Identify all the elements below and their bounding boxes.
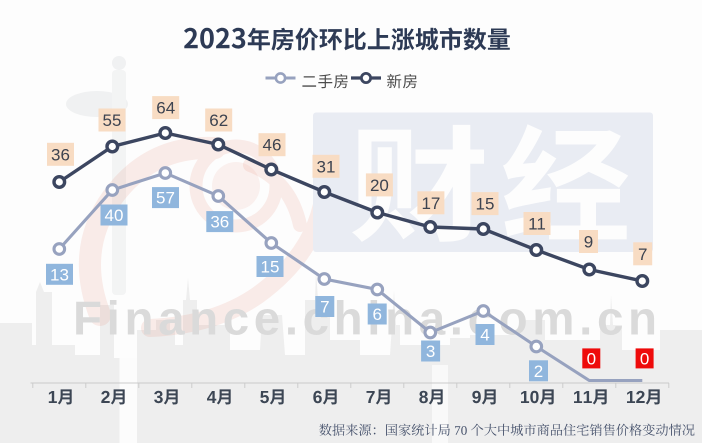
svg-text:15: 15 (261, 258, 280, 277)
svg-text:20: 20 (370, 176, 389, 195)
svg-text:6: 6 (372, 305, 381, 324)
svg-text:7: 7 (638, 245, 647, 264)
svg-text:9: 9 (584, 233, 593, 252)
svg-text:36: 36 (51, 145, 70, 164)
svg-text:2: 2 (534, 362, 543, 381)
svg-text:13: 13 (50, 265, 69, 284)
svg-text:7: 7 (320, 298, 329, 317)
svg-text:11: 11 (528, 215, 546, 234)
svg-text:64: 64 (156, 99, 175, 118)
svg-text:15: 15 (476, 195, 495, 214)
svg-text:36: 36 (210, 213, 229, 232)
svg-text:57: 57 (156, 189, 175, 208)
svg-text:17: 17 (421, 194, 440, 213)
svg-text:0: 0 (640, 349, 649, 368)
svg-text:55: 55 (103, 111, 122, 130)
svg-text:0: 0 (587, 349, 596, 368)
svg-text:3: 3 (426, 342, 435, 361)
svg-text:31: 31 (317, 157, 336, 176)
svg-text:40: 40 (105, 206, 124, 225)
svg-text:46: 46 (263, 136, 282, 155)
svg-text:4: 4 (480, 326, 489, 345)
svg-text:62: 62 (209, 111, 228, 130)
